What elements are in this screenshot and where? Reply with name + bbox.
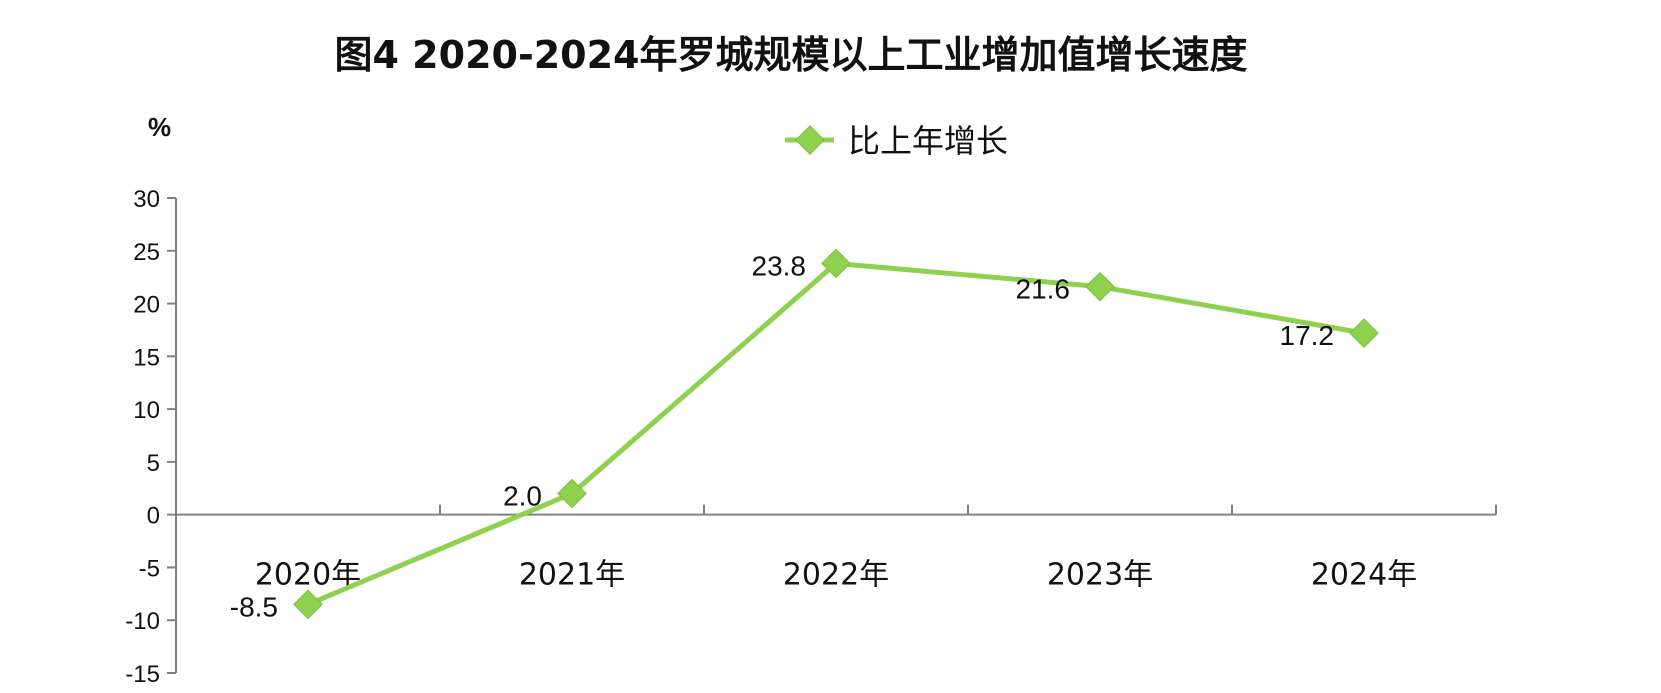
y-tick-label: 15 — [133, 344, 160, 371]
x-tick-label: 2022年 — [783, 558, 889, 593]
legend: 比上年增长 — [785, 122, 1008, 160]
data-label: 23.8 — [752, 250, 807, 281]
data-label: 21.6 — [1016, 274, 1071, 305]
y-tick-label: 10 — [133, 397, 160, 424]
x-tick-label: 2024年 — [1311, 558, 1417, 593]
data-point-marker — [1085, 271, 1115, 302]
y-tick-label: 5 — [147, 450, 160, 477]
data-label: -8.5 — [230, 591, 278, 622]
data-point-marker — [293, 589, 323, 620]
y-tick-label: -15 — [125, 661, 160, 688]
y-tick-label: 0 — [147, 503, 160, 530]
y-tick-label: 25 — [133, 239, 160, 266]
y-tick-label: -5 — [139, 555, 160, 582]
x-axis: 2020年 2021年 2022年 2023年 2024年 — [175, 504, 1497, 593]
legend-marker — [795, 125, 825, 155]
data-label: 2.0 — [503, 481, 542, 512]
y-axis-unit: % — [148, 112, 171, 142]
series-line — [307, 260, 1365, 607]
y-tick-label: 30 — [133, 186, 160, 213]
y-tick-label: -10 — [125, 608, 160, 635]
data-point-marker — [1349, 318, 1379, 348]
chart-title: 图4 2020-2024年罗城规模以上工业增加值增长速度 — [335, 33, 1248, 77]
data-point-marker — [821, 248, 851, 279]
series-layer: -8.5 2.0 23.8 21.6 17.2 — [230, 248, 1379, 622]
x-tick-label: 2021年 — [519, 558, 625, 593]
x-tick-label: 2023年 — [1047, 558, 1153, 593]
y-axis: 30 25 20 15 10 5 0 -5 -10 -15 — [125, 186, 177, 688]
legend-label: 比上年增长 — [848, 122, 1008, 160]
data-label: 17.2 — [1280, 320, 1335, 351]
data-point-marker — [557, 478, 587, 509]
y-tick-label: 20 — [133, 292, 160, 319]
